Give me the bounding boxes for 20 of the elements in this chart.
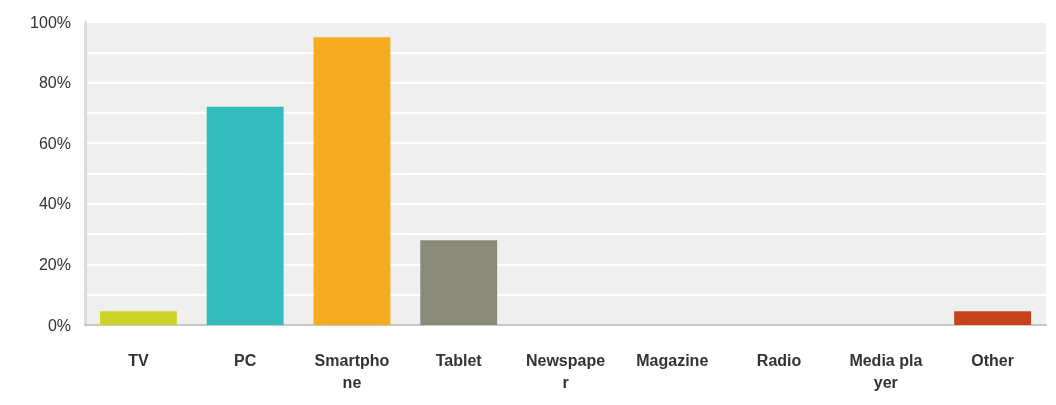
bar xyxy=(313,37,391,325)
bar xyxy=(206,106,284,325)
x-tick-label: TV xyxy=(128,351,149,369)
bar xyxy=(954,311,1032,325)
bar xyxy=(420,240,498,325)
bar xyxy=(99,311,177,325)
y-tick-label: 40% xyxy=(38,195,71,213)
x-tick-label: Newspaper xyxy=(525,351,606,391)
x-tick-label: Radio xyxy=(756,351,802,369)
y-tick-label: 0% xyxy=(47,316,71,334)
x-tick-label: Smartphone xyxy=(314,351,390,391)
x-tick-label: Other xyxy=(971,351,1014,369)
x-tick-label: PC xyxy=(234,351,257,369)
y-tick-label: 80% xyxy=(38,74,71,92)
y-tick-label: 60% xyxy=(38,134,71,152)
x-tick-label: Tablet xyxy=(435,351,483,369)
y-tick-label: 20% xyxy=(38,255,71,273)
x-tick-label: Magazine xyxy=(636,351,709,369)
x-tick-label: Media player xyxy=(849,351,923,391)
y-tick-label: 100% xyxy=(30,13,71,31)
